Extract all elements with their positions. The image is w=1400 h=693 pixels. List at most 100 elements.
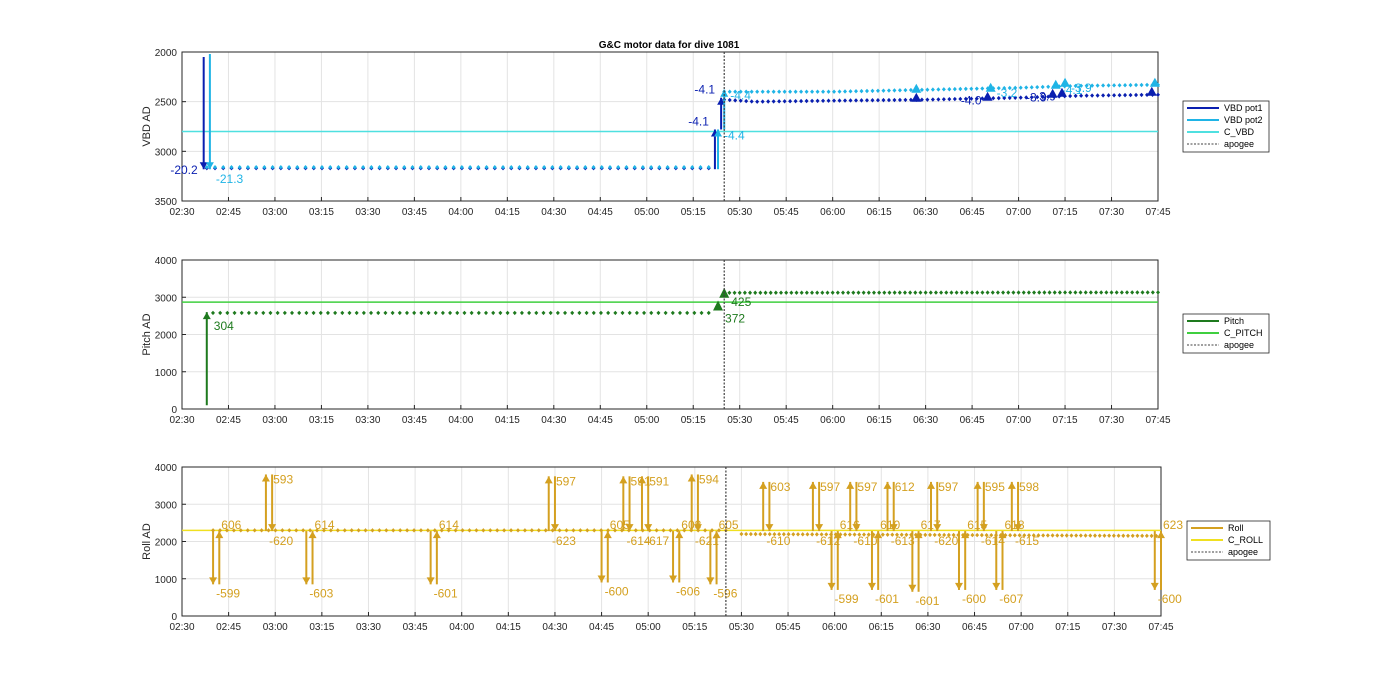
x-tick-label: 03:45 [403, 622, 428, 633]
x-tick-label: 06:00 [822, 622, 847, 633]
roll-event-label: -620 [934, 534, 958, 548]
series-point [394, 165, 399, 170]
series-point [522, 528, 527, 533]
roll-event-back-head [833, 531, 842, 539]
legend-label: apogee [1228, 547, 1258, 557]
series-point [498, 310, 503, 316]
roll-event-out-head [759, 481, 768, 489]
series-point [890, 532, 895, 537]
series-point [459, 165, 464, 170]
roll-event-label: 614 [439, 518, 459, 532]
roll-event-out-head [954, 582, 963, 590]
series-point [592, 528, 597, 533]
roll-event-out-head [687, 474, 696, 482]
series-point [744, 98, 749, 104]
series-point [665, 165, 670, 170]
series-point [952, 96, 957, 102]
series-point [969, 96, 974, 101]
roll-event-back-head [603, 531, 612, 539]
roll-event-back-head [644, 524, 653, 532]
x-tick-label: 05:00 [636, 622, 661, 633]
series-point [453, 528, 458, 533]
series-point [749, 99, 754, 104]
series-point [675, 528, 680, 533]
series-point [928, 290, 933, 295]
series-point [710, 528, 715, 533]
vbd-event-arrow-head [720, 89, 729, 97]
vbd-event-marker [1047, 88, 1058, 98]
series-point [426, 165, 431, 170]
series-point [732, 290, 737, 295]
series-point [1046, 94, 1051, 99]
series-point [647, 528, 652, 533]
series-point [418, 165, 423, 170]
pitch-event-arrow-head [202, 312, 211, 320]
series-point [954, 290, 959, 295]
series-point [975, 290, 980, 295]
series-point [529, 528, 534, 533]
series-point [892, 290, 897, 295]
series-point [886, 88, 891, 93]
roll-event-label: 594 [699, 472, 719, 486]
series-point [550, 165, 555, 170]
x-tick-label: 06:15 [867, 207, 892, 218]
series-point [815, 98, 820, 104]
series-point [642, 310, 647, 316]
series-point [727, 97, 732, 103]
series-point [397, 310, 402, 316]
series-point [885, 532, 890, 537]
series-point [1139, 82, 1144, 88]
x-tick-label: 03:00 [263, 622, 288, 633]
roll-event-label: -601 [875, 592, 899, 606]
series-point [821, 98, 826, 103]
series-point [347, 310, 352, 316]
series-point [706, 310, 711, 316]
roll-event-out-head [619, 476, 628, 484]
series-point [213, 165, 218, 170]
series-point [793, 89, 798, 94]
roll-event-out-head [302, 577, 311, 585]
roll-event-label: -599 [835, 592, 859, 606]
series-point [1156, 92, 1160, 97]
series-point [866, 532, 871, 537]
series-point [843, 532, 848, 537]
x-tick-label: 02:45 [216, 207, 241, 218]
series-point [231, 528, 236, 533]
x-tick-label: 04:00 [448, 415, 473, 426]
series-point [1032, 290, 1037, 295]
series-point [591, 165, 596, 170]
series-point [984, 532, 989, 538]
series-point [942, 532, 947, 538]
series-point [1123, 92, 1128, 98]
series-point [800, 532, 805, 537]
series-point [262, 165, 267, 170]
roll-event-out-head [426, 577, 435, 585]
y-axis-label: Pitch AD [141, 313, 153, 355]
series-point [570, 310, 575, 316]
x-tick-label: 04:00 [448, 207, 473, 218]
series-point [668, 528, 673, 533]
series-point [974, 86, 979, 91]
roll-event-back-head [432, 531, 441, 539]
series-point [333, 310, 338, 316]
x-tick-label: 04:15 [495, 415, 520, 426]
chart-title: G&C motor data for dive 1081 [599, 40, 740, 51]
series-point [866, 290, 871, 295]
series-point [349, 528, 354, 533]
roll-event-label: -610 [766, 534, 790, 548]
series-point [1083, 290, 1088, 295]
series-point [826, 98, 831, 103]
roll-event-label: 593 [273, 472, 293, 486]
series-point [1145, 92, 1150, 98]
x-tick-label: 06:30 [915, 622, 940, 633]
series-point [335, 528, 340, 533]
series-point [969, 86, 974, 91]
series-point [1112, 83, 1117, 88]
roll-event-label: -623 [552, 534, 576, 548]
series-point [1002, 85, 1007, 91]
series-point [843, 89, 848, 94]
series-point [410, 165, 415, 170]
series-point [1095, 83, 1100, 88]
roll-event-label: -601 [915, 594, 939, 608]
